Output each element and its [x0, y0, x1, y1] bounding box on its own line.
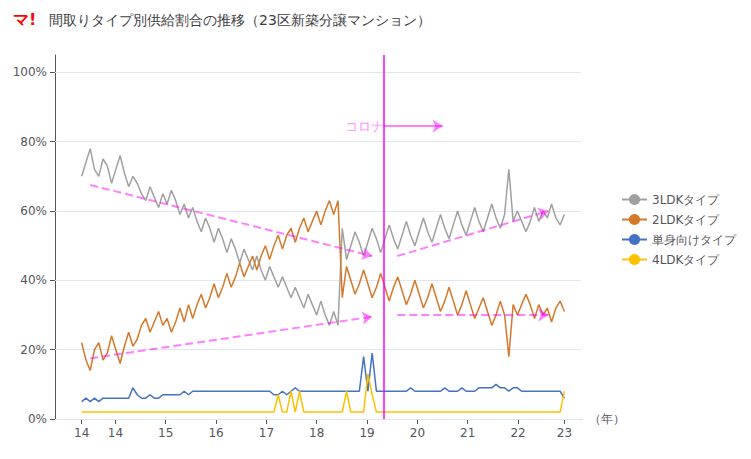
svg-text:23: 23	[557, 426, 572, 440]
svg-text:40%: 40%	[20, 273, 47, 287]
svg-text:19: 19	[359, 426, 374, 440]
svg-text:80%: 80%	[20, 135, 47, 149]
svg-text:20: 20	[410, 426, 425, 440]
svg-text:14: 14	[108, 426, 123, 440]
svg-text:17: 17	[259, 426, 274, 440]
svg-text:21: 21	[460, 426, 475, 440]
svg-text:14: 14	[74, 426, 89, 440]
svg-text:2LDKタイプ: 2LDKタイプ	[652, 213, 720, 227]
svg-text:18: 18	[309, 426, 324, 440]
svg-text:間取りタイプ別供給割合の推移（23区新築分譲マンション）: 間取りタイプ別供給割合の推移（23区新築分譲マンション）	[49, 12, 431, 28]
svg-text:20%: 20%	[20, 343, 47, 357]
svg-text:0%: 0%	[28, 412, 47, 426]
svg-text:（年）: （年）	[589, 412, 625, 426]
svg-text:コロナ: コロナ	[345, 119, 384, 134]
svg-text:16: 16	[208, 426, 223, 440]
svg-text:3LDKタイプ: 3LDKタイプ	[652, 193, 720, 207]
svg-text:15: 15	[158, 426, 173, 440]
svg-text:4LDKタイプ: 4LDKタイプ	[652, 253, 720, 267]
svg-text:単身向けタイプ: 単身向けタイプ	[652, 233, 737, 247]
svg-text:22: 22	[510, 426, 525, 440]
svg-text:100%: 100%	[13, 65, 47, 79]
svg-text:マ!: マ!	[13, 10, 36, 29]
svg-text:60%: 60%	[20, 204, 47, 218]
